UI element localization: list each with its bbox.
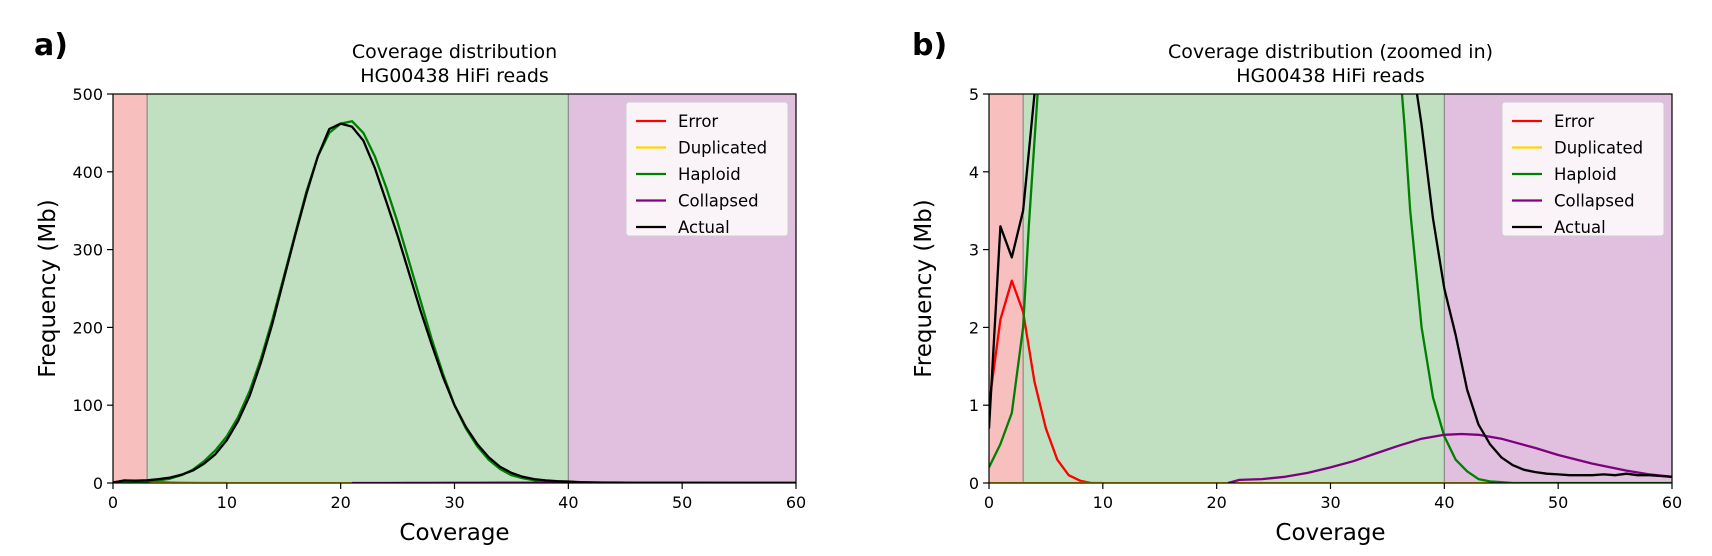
y-axis-label: Frequency (Mb) bbox=[911, 199, 937, 378]
chart-panel-b: 0 10 20 30 40 50 60 0 1 2 3 4 5 Coverage distribution… bbox=[911, 28, 1682, 546]
legend-box bbox=[1501, 101, 1665, 237]
x-tick-label: 20 bbox=[1206, 493, 1226, 512]
y-tick-label: 100 bbox=[72, 396, 103, 415]
x-tick-label: 50 bbox=[672, 493, 692, 512]
y-tick-label: 0 bbox=[969, 474, 979, 493]
legend-label-actual: Actual bbox=[1554, 218, 1606, 237]
y-tick-label: 1 bbox=[969, 396, 979, 415]
y-tick-label: 200 bbox=[72, 318, 103, 337]
series-line-haploid bbox=[989, 94, 1672, 483]
x-axis-label: Coverage bbox=[1275, 520, 1385, 546]
x-axis-label: Coverage bbox=[399, 520, 509, 546]
legend-label-error: Error bbox=[1554, 112, 1594, 131]
series-line-collapsed bbox=[1227, 432, 1672, 483]
x-tick-label: 20 bbox=[330, 493, 350, 512]
panel-letter: b) bbox=[912, 28, 947, 63]
legend-label-duplicated: Duplicated bbox=[1554, 139, 1643, 158]
series-line-error bbox=[989, 279, 1103, 483]
legend-label-haploid: Haploid bbox=[678, 165, 741, 184]
x-tick-label: 50 bbox=[1548, 493, 1568, 512]
series-lines bbox=[989, 94, 1672, 483]
x-tick-label: 10 bbox=[217, 493, 237, 512]
y-tick-label: 500 bbox=[72, 85, 103, 104]
y-tick-label: 400 bbox=[72, 163, 103, 182]
chart-subtitle: HG00438 HiFi reads bbox=[360, 65, 549, 87]
region-error bbox=[113, 94, 148, 483]
legend-label-actual: Actual bbox=[678, 218, 730, 237]
legend-label-collapsed: Collapsed bbox=[1554, 192, 1635, 211]
x-tick-label: 30 bbox=[444, 493, 464, 512]
x-tick-label: 40 bbox=[1434, 493, 1454, 512]
x-tick-label: 60 bbox=[786, 493, 806, 512]
legend-label-haploid: Haploid bbox=[1554, 165, 1617, 184]
chart-subtitle: HG00438 HiFi reads bbox=[1236, 65, 1425, 87]
chart-panel-a: 0 10 20 30 40 50 60 0 100 200 300 400 500 Coverage di… bbox=[34, 28, 806, 546]
panel-letter: a) bbox=[34, 28, 68, 63]
legend-label-error: Error bbox=[678, 112, 718, 131]
x-tick-label: 60 bbox=[1662, 493, 1682, 512]
legend: Error Duplicated Haploid Collapsed Actual bbox=[625, 101, 789, 237]
legend: Error Duplicated Haploid Collapsed Actual bbox=[1501, 101, 1665, 237]
x-tick-label: 0 bbox=[984, 493, 994, 512]
x-tick-label: 10 bbox=[1093, 493, 1113, 512]
y-tick-label: 4 bbox=[969, 163, 979, 182]
region-haploid bbox=[1023, 94, 1445, 483]
legend-label-collapsed: Collapsed bbox=[678, 192, 759, 211]
x-tick-label: 40 bbox=[558, 493, 578, 512]
legend-box bbox=[625, 101, 789, 237]
y-tick-label: 300 bbox=[72, 241, 103, 260]
y-tick-label: 3 bbox=[969, 241, 979, 260]
series-line-actual bbox=[989, 94, 1672, 478]
y-tick-label: 5 bbox=[969, 85, 979, 104]
y-tick-label: 2 bbox=[969, 318, 979, 337]
x-tick-label: 30 bbox=[1320, 493, 1340, 512]
region-haploid bbox=[147, 94, 569, 483]
y-tick-label: 0 bbox=[93, 474, 103, 493]
legend-label-duplicated: Duplicated bbox=[678, 139, 767, 158]
region-error bbox=[989, 94, 1024, 483]
x-tick-label: 0 bbox=[108, 493, 118, 512]
chart-title: Coverage distribution bbox=[352, 41, 557, 63]
chart-title: Coverage distribution (zoomed in) bbox=[1168, 41, 1493, 63]
y-axis-label: Frequency (Mb) bbox=[35, 199, 61, 378]
